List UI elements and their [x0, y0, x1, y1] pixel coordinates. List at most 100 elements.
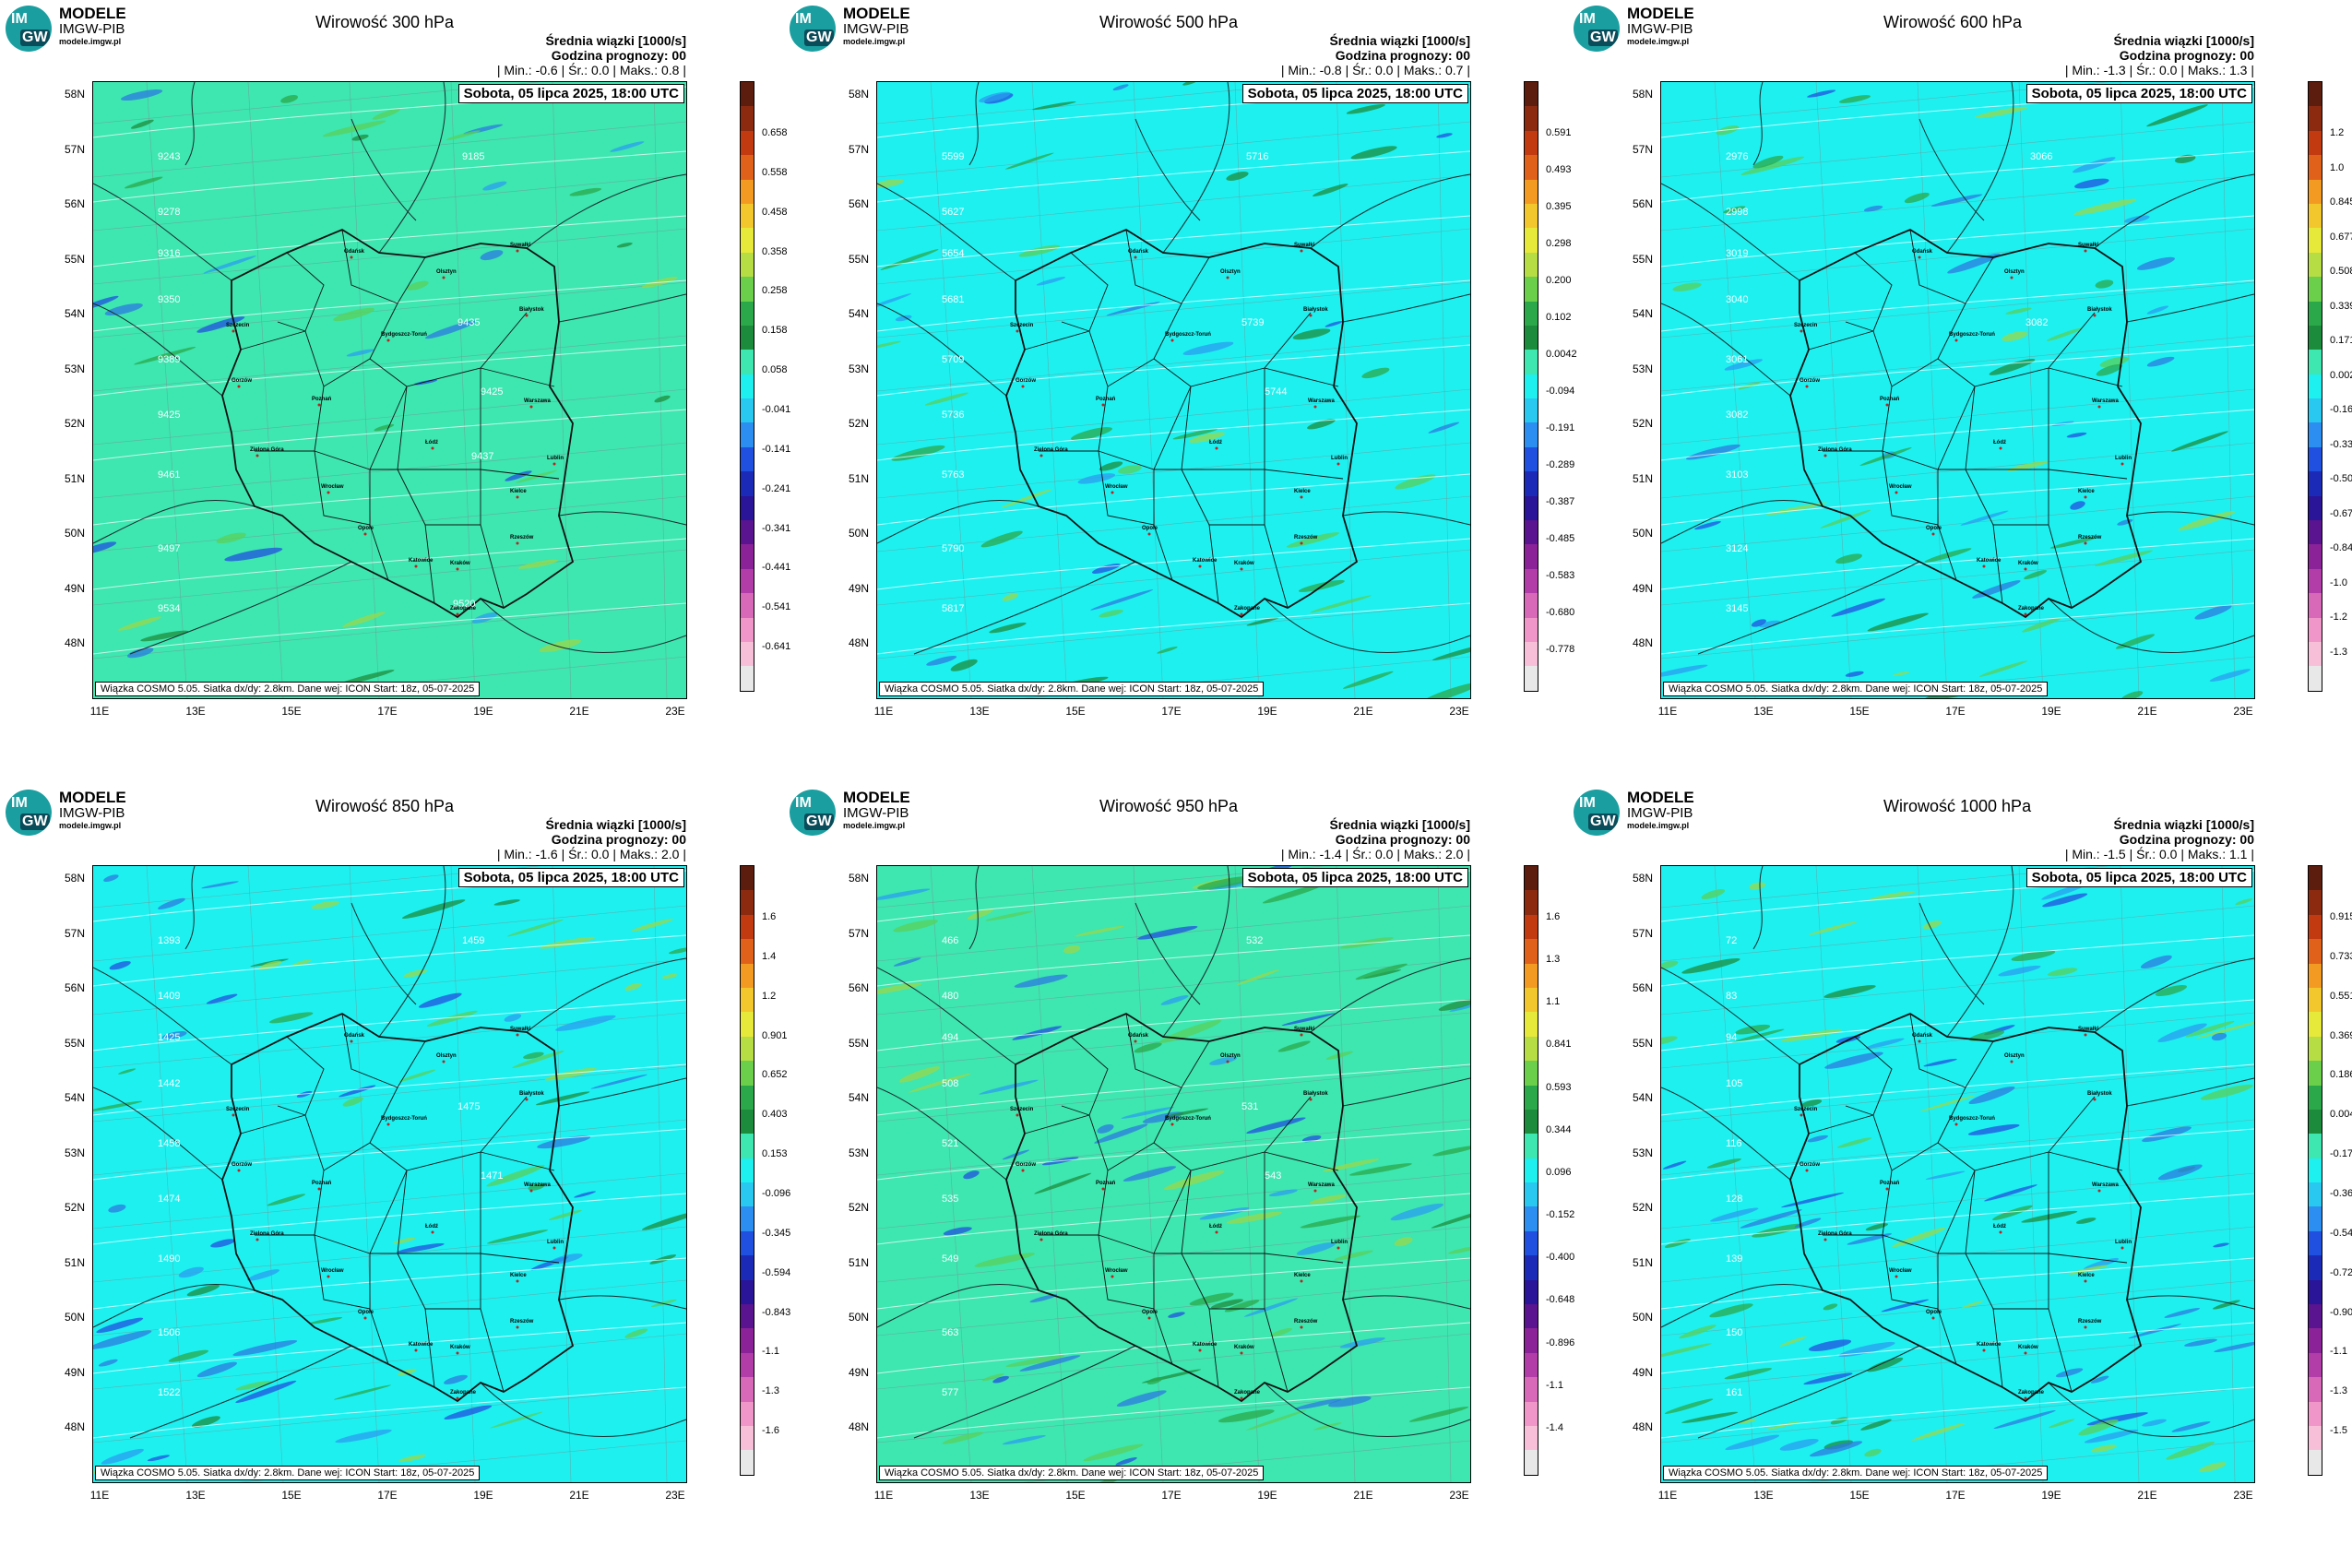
map-panel: IM GW MODELE IMGW-PIB modele.imgw.pl Wirowoś…	[1568, 0, 2352, 784]
colorbar-swatch	[1525, 350, 1538, 374]
vorticity-streak	[1810, 1441, 1863, 1457]
colorbar-swatch	[1525, 1255, 1538, 1280]
country-border	[558, 293, 686, 323]
voivodeship-border	[2048, 367, 2123, 387]
geopotential-contour	[93, 999, 686, 1051]
colorbar-tick: -1.6	[762, 1425, 779, 1437]
vorticity-streak	[1661, 960, 1679, 969]
vorticity-streak	[2157, 1023, 2207, 1042]
vorticity-streak	[267, 1194, 306, 1206]
colorbar-swatch	[741, 1134, 754, 1158]
country-border	[913, 1345, 1136, 1439]
vorticity-streak	[1292, 328, 1331, 340]
vorticity-streak	[1968, 1086, 2015, 1105]
map-layer	[1661, 866, 2254, 1482]
vorticity-streak	[1867, 1357, 1904, 1372]
geopotential-contour	[93, 1128, 686, 1181]
city-label: Suwałki	[1294, 1027, 1315, 1032]
vorticity-streak	[1752, 1223, 1804, 1238]
voivodeship-border	[1061, 1036, 1109, 1116]
vorticity-streak	[1661, 664, 1708, 678]
voivodeship-border	[341, 1013, 426, 1088]
latitude-gridline	[1661, 1065, 2254, 1123]
city-label: Opole	[1926, 526, 1942, 531]
latitude-label: 56N	[848, 981, 869, 994]
vorticity-streak	[1766, 1420, 1800, 1431]
latitude-gridline	[1661, 1279, 2254, 1336]
city-dot	[1300, 541, 1303, 545]
voivodeship-border	[1872, 330, 1939, 387]
vorticity-streak	[641, 1211, 686, 1230]
country-border	[93, 1284, 255, 1328]
country-border	[877, 303, 1007, 397]
colorbar-tick: 0.0042	[1546, 349, 1577, 360]
latitude-gridline	[877, 549, 1470, 606]
latitude-gridline	[1661, 174, 2254, 232]
vorticity-streak	[1002, 593, 1018, 601]
country-border	[1661, 1284, 1823, 1328]
latitude-label: 50N	[64, 527, 85, 540]
geopotential-contour	[877, 999, 1470, 1051]
longitude-label: 13E	[1753, 1489, 1774, 1502]
colorbar-swatch	[2309, 520, 2322, 545]
city-label: Białystok	[1303, 1091, 1328, 1097]
city-label: Gdańsk	[1912, 1033, 1933, 1039]
colorbar	[1524, 81, 1538, 692]
contour-label: 9350	[158, 294, 181, 305]
colorbar-swatch	[741, 1352, 754, 1378]
city-label: Warszawa	[2092, 1182, 2119, 1188]
city-label: Poznań	[1880, 1181, 1900, 1186]
country-border	[1661, 303, 1791, 397]
vorticity-streak	[482, 181, 507, 191]
latitude-gridline	[93, 549, 686, 606]
contour-label: 5627	[942, 207, 965, 218]
colorbar-swatch	[741, 1377, 754, 1402]
city-dot	[1336, 462, 1340, 466]
city-label: Zakopane	[450, 606, 477, 612]
city-label: Gdańsk	[344, 1033, 365, 1039]
vorticity-streak	[346, 349, 374, 357]
vorticity-streak	[1725, 1434, 1780, 1451]
colorbar-swatch	[741, 866, 754, 891]
vorticity-streak	[1408, 1407, 1469, 1422]
geopotential-contour	[1661, 602, 2254, 655]
subtitle: Średnia wiązki [1000/s]	[1329, 817, 1470, 832]
colorbar-swatch	[2309, 495, 2322, 521]
vorticity-streak	[1672, 282, 1702, 291]
vorticity-streak	[1281, 1013, 1336, 1027]
latitude-gridline	[1661, 121, 2254, 178]
latitude-label: 56N	[64, 197, 85, 210]
city-label: Zakopane	[1234, 606, 1261, 612]
latitude-label: 49N	[1632, 1365, 1653, 1379]
city-dot	[1300, 249, 1303, 253]
city-label: Kraków	[2018, 1345, 2038, 1350]
vorticity-streak	[631, 919, 673, 932]
vorticity-streak	[1967, 1123, 2020, 1135]
city-dot	[1931, 1316, 1935, 1320]
vorticity-streak	[1071, 427, 1112, 441]
city-dot	[237, 1169, 241, 1172]
colorbar-swatch	[2309, 1109, 2322, 1134]
city-dot	[431, 446, 434, 450]
geopotential-contour	[877, 1193, 1470, 1245]
latitude-gridline	[93, 281, 686, 339]
city-label: Katowice	[1193, 1342, 1218, 1348]
contour-label: 2998	[1726, 207, 1749, 218]
city-label: Suwałki	[510, 243, 531, 248]
longitude-gridline	[146, 82, 188, 698]
longitude-label: 11E	[1657, 705, 1678, 718]
colorbar-swatch	[1525, 398, 1538, 423]
latitude-label: 57N	[848, 926, 869, 940]
contour-label: 1522	[158, 1387, 181, 1398]
vorticity-streak	[1960, 510, 2009, 526]
vorticity-streak	[486, 1229, 549, 1244]
colorbar-swatch	[1525, 1206, 1538, 1231]
colorbar-swatch	[741, 890, 754, 915]
contour-label: 150	[1726, 1327, 1743, 1338]
voivodeship-border	[1845, 1036, 1893, 1116]
vorticity-streak	[1447, 1246, 1470, 1254]
latitude-label: 58N	[64, 88, 85, 101]
vorticity-streak	[1865, 1038, 1905, 1049]
vorticity-streak	[124, 176, 163, 189]
city-label: Szczecin	[1794, 323, 1818, 328]
